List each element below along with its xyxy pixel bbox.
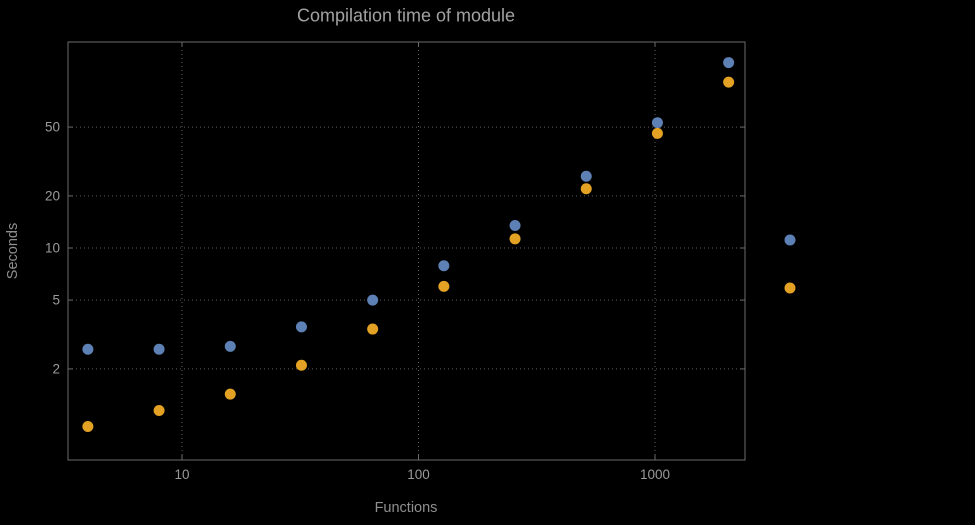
data-point-series-2-orange-x64 (367, 323, 379, 335)
data-point-series-2-orange-x256 (509, 233, 521, 245)
y-tick-label-20: 20 (45, 188, 60, 203)
x-tick-label-100: 100 (407, 467, 430, 482)
data-point-series-2-orange-x4 (82, 420, 94, 432)
data-point-series-1-blue-x512 (580, 170, 592, 182)
data-point-series-1-blue-x2048 (723, 57, 735, 69)
x-tick-label-1000: 1000 (640, 467, 670, 482)
data-point-series-2-orange-x8 (153, 404, 165, 416)
y-tick-label-2: 2 (52, 361, 60, 376)
legend-marker-1 (784, 234, 796, 246)
data-point-series-1-blue-x32 (295, 321, 307, 333)
data-point-series-2-orange-x2048 (723, 76, 735, 88)
y-tick-label-10: 10 (45, 241, 60, 256)
y-axis-label: Seconds (5, 222, 21, 280)
data-point-series-1-blue-x1024 (651, 117, 663, 129)
y-tick-label-50: 50 (45, 120, 60, 135)
data-point-series-2-orange-x512 (580, 183, 592, 195)
data-point-series-1-blue-x8 (153, 343, 165, 355)
chart-title: Compilation time of module (296, 5, 516, 26)
data-point-series-2-orange-x32 (295, 359, 307, 371)
data-point-series-2-orange-x1024 (651, 127, 663, 139)
data-point-series-1-blue-x256 (509, 219, 521, 231)
data-point-series-2-orange-x16 (224, 388, 236, 400)
data-point-series-1-blue-x128 (438, 260, 450, 272)
legend-marker-2 (784, 282, 796, 294)
y-tick-label-5: 5 (52, 293, 60, 308)
data-point-series-1-blue-x64 (367, 294, 379, 306)
plot-frame (67, 41, 746, 461)
data-point-series-1-blue-x16 (224, 340, 236, 352)
data-point-series-2-orange-x128 (438, 280, 450, 292)
data-point-series-1-blue-x4 (82, 343, 94, 355)
x-tick-label-10: 10 (174, 467, 189, 482)
x-axis-label: Functions (374, 500, 438, 516)
